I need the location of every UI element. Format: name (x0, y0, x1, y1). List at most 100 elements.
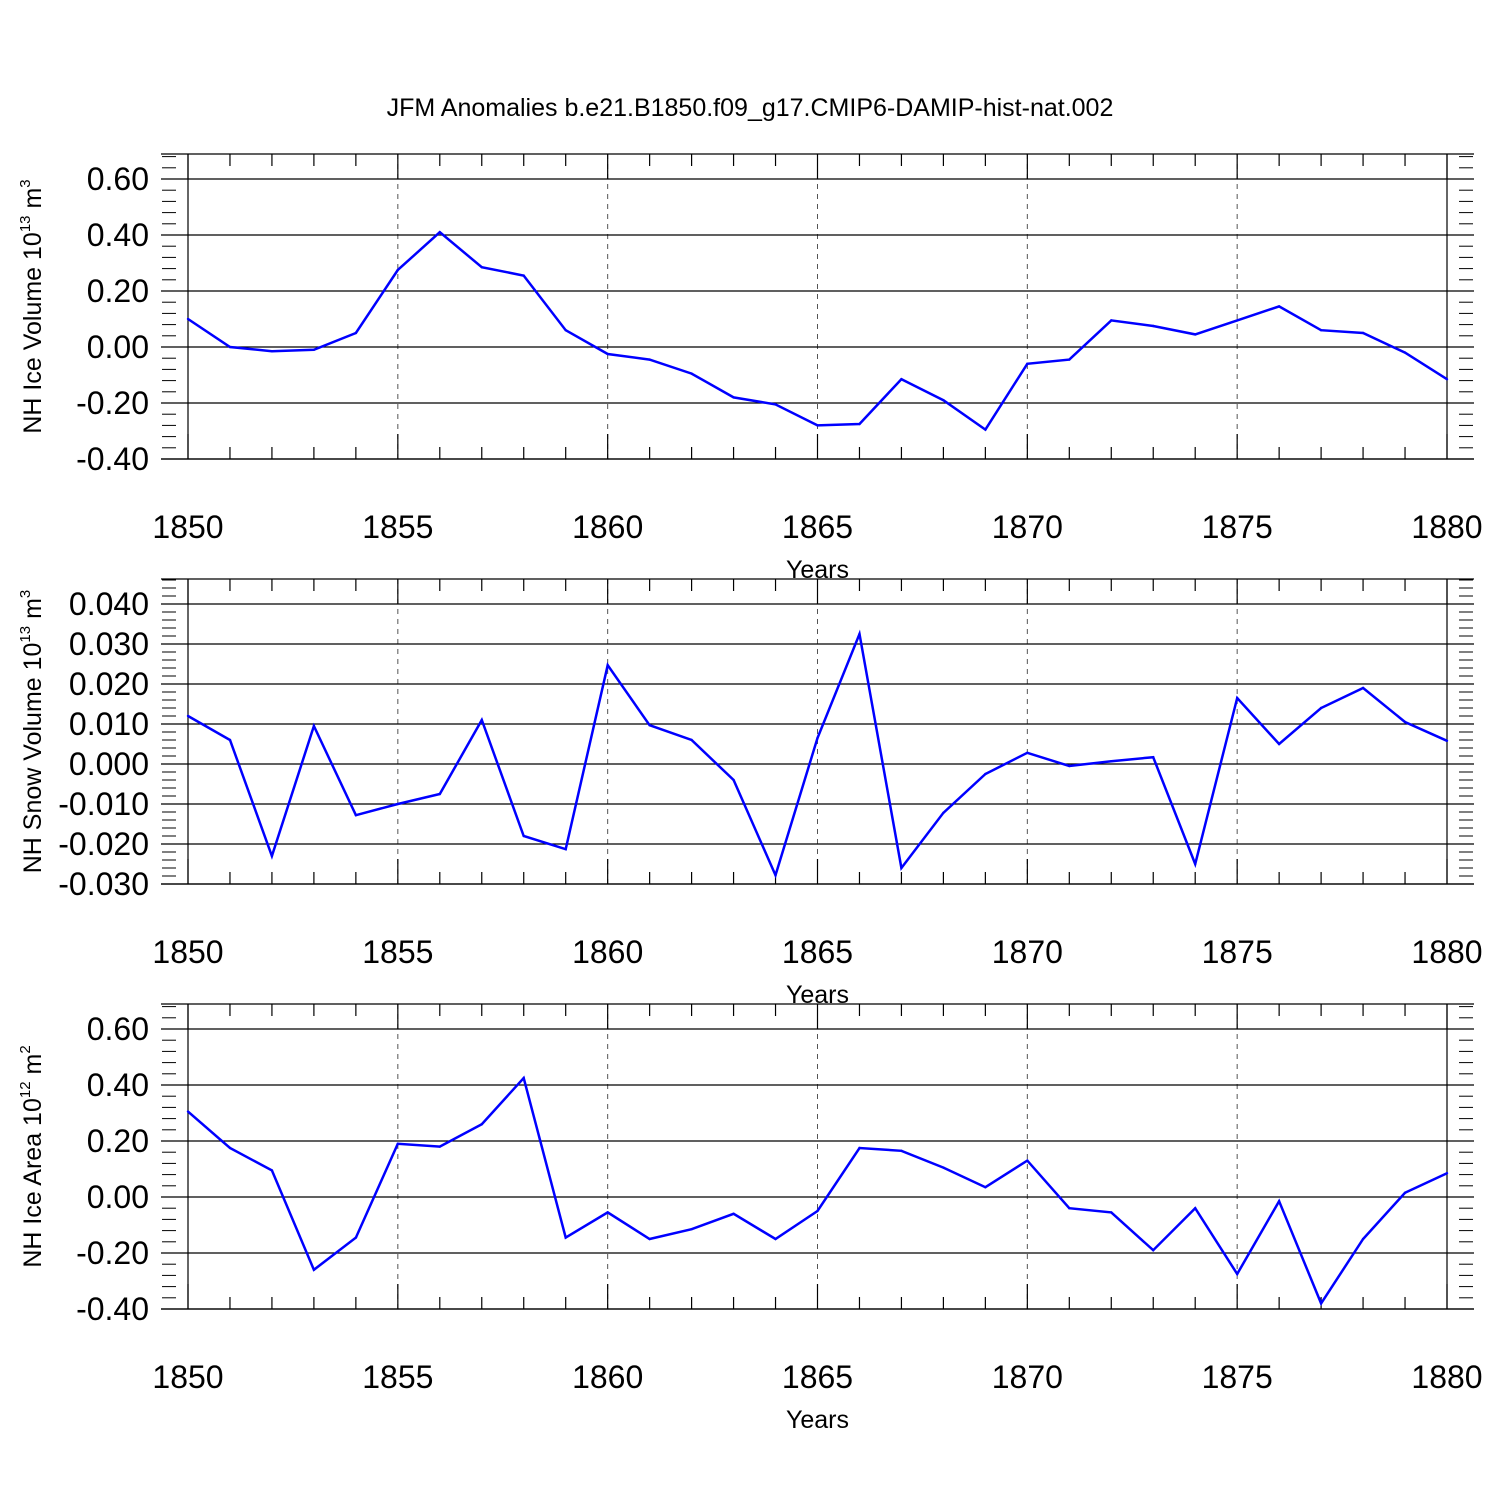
data-point (480, 718, 483, 722)
y-axis-title-text: NH Ice Volume 10 (19, 232, 47, 434)
y-tick-label: 0.010 (69, 706, 149, 742)
x-tick-label: 1875 (1202, 509, 1273, 545)
data-point (606, 352, 609, 356)
data-point (690, 738, 693, 742)
data-point (270, 854, 274, 858)
data-point (1194, 1207, 1197, 1210)
x-tick-label: 1865 (782, 1359, 853, 1395)
panel-2: 0.040 0.030 0.020 0.010 0.000 -0.010 -0.020 -0.… (17, 578, 1483, 1009)
data-point (774, 403, 777, 406)
x-tick-label: 1850 (152, 509, 223, 545)
data-point (1235, 696, 1239, 700)
y-tick-label: -0.20 (76, 1235, 149, 1271)
x-tick-label: 1860 (572, 1359, 643, 1395)
y-tick-label: 0.000 (69, 746, 149, 782)
data-point (1445, 378, 1449, 381)
data-point (186, 714, 190, 718)
data-point (1403, 1191, 1407, 1195)
data-point (522, 274, 525, 277)
x-tick-label: 1855 (362, 509, 433, 545)
data-point (984, 428, 987, 431)
data-point (1277, 1200, 1281, 1203)
data-point (1194, 862, 1197, 866)
x-tick-label: 1860 (572, 934, 643, 970)
data-point (1068, 764, 1071, 768)
data-point (816, 424, 819, 427)
x-tick-label: 1855 (362, 1359, 433, 1395)
x-tick-label: 1870 (992, 1359, 1063, 1395)
data-point (1319, 706, 1323, 710)
data-point (900, 378, 903, 381)
data-point (1152, 1249, 1155, 1252)
y-axis-title-text: NH Snow Volume 10 (19, 643, 47, 874)
y-tick-label: -0.010 (58, 786, 149, 822)
x-tick-label: 1865 (782, 934, 853, 970)
x-tick-label: 1855 (362, 934, 433, 970)
data-point (900, 1149, 903, 1153)
data-point (354, 814, 358, 817)
data-point (312, 724, 316, 728)
data-point (858, 1146, 861, 1150)
x-axis-title: Years (786, 1406, 849, 1434)
data-point (606, 664, 609, 667)
data-point (606, 1211, 609, 1214)
y-tick-label: -0.20 (76, 385, 149, 421)
data-point (186, 1110, 190, 1113)
x-tick-label: 1870 (992, 509, 1063, 545)
data-point (984, 1186, 987, 1189)
y-tick-label: -0.030 (58, 866, 149, 902)
y-axis-title: NH Ice Volume 1013 m3 (17, 179, 47, 433)
x-tick-label: 1880 (1411, 509, 1482, 545)
data-point (1026, 1159, 1029, 1162)
y-tick-label: 0.60 (87, 1011, 149, 1047)
data-point (690, 1228, 693, 1231)
data-point (396, 802, 400, 806)
data-point (942, 399, 945, 402)
y-axis-title-unit: m (19, 1054, 47, 1082)
data-point (1194, 333, 1197, 336)
x-tick-label: 1880 (1411, 1359, 1482, 1395)
data-point (1110, 1211, 1113, 1214)
data-point (1235, 319, 1239, 322)
y-tick-label: 0.00 (87, 329, 149, 365)
data-point (1152, 324, 1155, 328)
data-point (564, 848, 567, 851)
data-point (522, 834, 525, 838)
data-point (1403, 351, 1407, 354)
y-axis-title-sup: 13 (17, 626, 34, 643)
y-tick-label: 0.040 (69, 586, 149, 622)
y-tick-label: 0.40 (87, 1067, 149, 1103)
data-point (942, 1166, 945, 1169)
data-point (732, 396, 735, 399)
data-point (942, 811, 945, 814)
data-point (732, 778, 735, 782)
data-point (1445, 1172, 1449, 1175)
data-point (1068, 1207, 1071, 1210)
data-point (1110, 760, 1113, 763)
data-point (900, 866, 903, 870)
data-point (648, 1237, 651, 1241)
data-point (312, 1268, 316, 1272)
y-tick-label: 0.20 (87, 1123, 149, 1159)
x-tick-label: 1865 (782, 509, 853, 545)
data-point (774, 1237, 777, 1241)
data-point (648, 724, 651, 727)
data-point (690, 372, 693, 375)
data-point (858, 632, 861, 636)
y-tick-label: -0.40 (76, 1291, 149, 1327)
y-tick-label: -0.40 (76, 441, 149, 477)
data-point (984, 772, 987, 776)
data-point (1277, 305, 1281, 308)
x-tick-label: 1850 (152, 1359, 223, 1395)
y-tick-label: 0.00 (87, 1179, 149, 1215)
x-tick-label: 1880 (1411, 934, 1482, 970)
data-point (1235, 1272, 1239, 1276)
y-axis-title-sup: 3 (17, 590, 34, 598)
data-point (564, 329, 567, 332)
y-axis-title-sup: 13 (17, 215, 34, 232)
data-point (228, 1146, 232, 1150)
y-axis-title-text: NH Ice Area 10 (19, 1098, 47, 1268)
